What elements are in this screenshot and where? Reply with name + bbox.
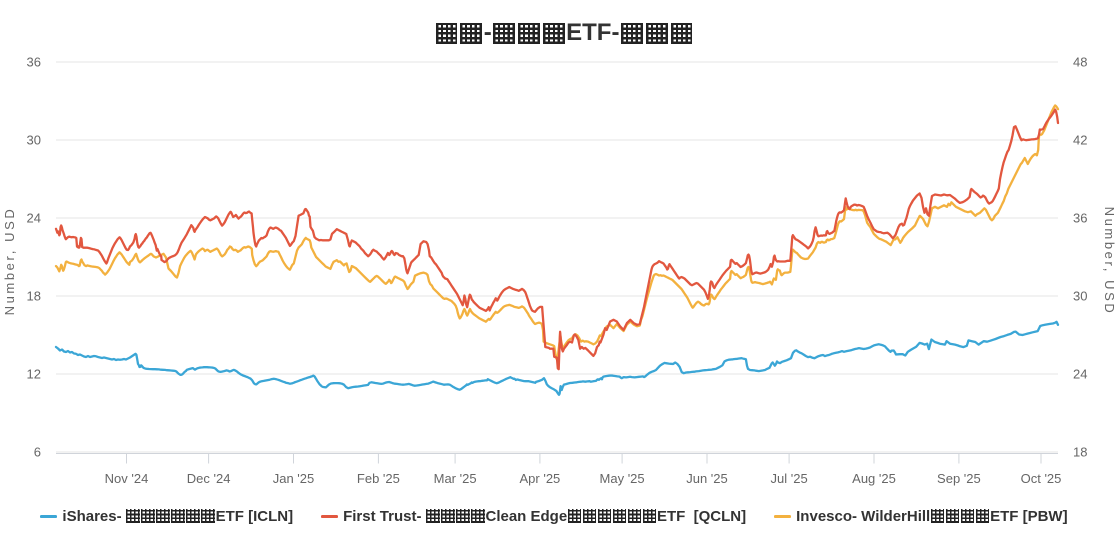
svg-text:Oct '25: Oct '25 xyxy=(1021,471,1062,486)
svg-text:Dec '24: Dec '24 xyxy=(187,471,231,486)
svg-text:Number, USD: Number, USD xyxy=(1102,207,1117,316)
svg-text:Mar '25: Mar '25 xyxy=(434,471,477,486)
svg-text:36: 36 xyxy=(27,55,41,70)
svg-text:Apr '25: Apr '25 xyxy=(520,471,561,486)
svg-text:48: 48 xyxy=(1073,55,1087,70)
svg-text:30: 30 xyxy=(27,133,41,148)
svg-text:6: 6 xyxy=(34,445,41,460)
svg-text:18: 18 xyxy=(1073,445,1087,460)
svg-text:Nov '24: Nov '24 xyxy=(105,471,149,486)
svg-text:Jun '25: Jun '25 xyxy=(686,471,728,486)
svg-text:24: 24 xyxy=(1073,367,1087,382)
svg-text:12: 12 xyxy=(27,367,41,382)
svg-text:Number, USD: Number, USD xyxy=(2,207,17,316)
svg-text:18: 18 xyxy=(27,289,41,304)
svg-text:Feb '25: Feb '25 xyxy=(357,471,400,486)
svg-text:30: 30 xyxy=(1073,289,1087,304)
svg-text:42: 42 xyxy=(1073,133,1087,148)
svg-text:Aug '25: Aug '25 xyxy=(852,471,896,486)
svg-text:Jul '25: Jul '25 xyxy=(771,471,808,486)
svg-text:36: 36 xyxy=(1073,211,1087,226)
svg-text:Jan '25: Jan '25 xyxy=(273,471,315,486)
svg-text:Sep '25: Sep '25 xyxy=(937,471,981,486)
svg-text:24: 24 xyxy=(27,211,41,226)
svg-text:May '25: May '25 xyxy=(600,471,645,486)
